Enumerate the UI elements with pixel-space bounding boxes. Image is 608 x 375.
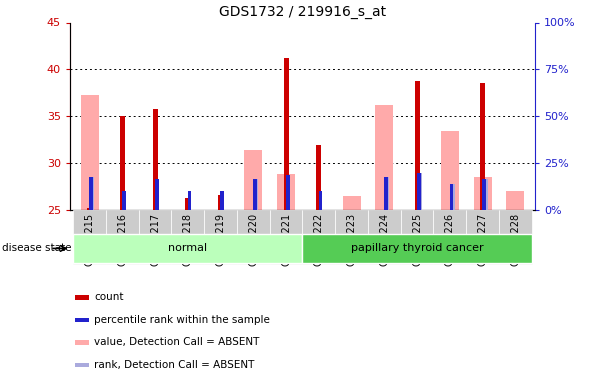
Bar	[237, 210, 270, 264]
Bar	[484, 179, 488, 210]
Text: rank, Detection Call = ABSENT: rank, Detection Call = ABSENT	[94, 360, 255, 370]
Text: GSM85227: GSM85227	[478, 213, 488, 266]
Text: GSM85216: GSM85216	[117, 213, 127, 266]
Text: GSM85228: GSM85228	[510, 213, 520, 266]
Text: GSM85222: GSM85222	[314, 213, 324, 266]
Text: disease state: disease state	[2, 243, 71, 254]
Bar	[220, 191, 224, 210]
Bar	[482, 179, 486, 210]
Bar	[386, 177, 389, 210]
Bar	[75, 295, 89, 300]
Bar	[155, 179, 159, 210]
Bar	[499, 210, 532, 264]
Bar	[401, 210, 434, 264]
Bar	[284, 58, 289, 210]
Bar	[153, 109, 157, 210]
Bar	[89, 177, 93, 210]
Bar	[506, 191, 524, 210]
Bar	[434, 210, 466, 264]
Bar	[277, 174, 295, 210]
Bar	[419, 172, 422, 210]
Text: count: count	[94, 292, 124, 303]
Bar	[335, 210, 368, 264]
Bar	[417, 172, 421, 210]
Text: normal: normal	[168, 243, 207, 254]
Text: GSM85221: GSM85221	[281, 213, 291, 266]
Bar	[73, 210, 106, 264]
Text: papillary thyroid cancer: papillary thyroid cancer	[351, 243, 483, 254]
Bar	[286, 176, 289, 210]
Text: GSM85217: GSM85217	[150, 213, 160, 266]
Text: GSM85225: GSM85225	[412, 213, 422, 266]
Bar	[73, 234, 302, 263]
Bar	[368, 210, 401, 264]
Bar	[106, 210, 139, 264]
Bar	[75, 340, 89, 345]
Bar	[375, 105, 393, 210]
Bar	[342, 196, 361, 210]
Bar	[75, 363, 89, 367]
Text: value, Detection Call = ABSENT: value, Detection Call = ABSENT	[94, 338, 260, 348]
Bar	[255, 179, 258, 210]
Text: GSM85223: GSM85223	[347, 213, 357, 266]
Bar	[171, 210, 204, 264]
Bar	[480, 84, 485, 210]
Bar	[302, 234, 532, 263]
Text: GSM85215: GSM85215	[85, 213, 95, 266]
Bar	[218, 195, 223, 210]
Text: GSM85218: GSM85218	[183, 213, 193, 266]
Bar	[91, 177, 94, 210]
Bar	[466, 210, 499, 264]
Bar	[75, 318, 89, 322]
Bar	[316, 146, 321, 210]
Bar	[449, 184, 454, 210]
Bar	[452, 184, 455, 210]
Text: GSM85219: GSM85219	[216, 213, 226, 266]
Bar	[122, 191, 126, 210]
Bar	[302, 210, 335, 264]
Title: GDS1732 / 219916_s_at: GDS1732 / 219916_s_at	[219, 5, 386, 19]
Text: GSM85224: GSM85224	[379, 213, 389, 266]
Bar	[187, 191, 192, 210]
Bar	[253, 179, 257, 210]
Text: percentile rank within the sample: percentile rank within the sample	[94, 315, 270, 325]
Text: GSM85220: GSM85220	[248, 213, 258, 266]
Bar	[319, 191, 322, 210]
Bar	[120, 116, 125, 210]
Bar	[474, 177, 492, 210]
Bar	[270, 210, 303, 264]
Bar	[81, 95, 98, 210]
Text: GSM85226: GSM85226	[445, 213, 455, 266]
Bar	[384, 177, 388, 210]
Bar	[139, 210, 171, 264]
Bar	[415, 81, 420, 210]
Bar	[185, 198, 190, 210]
Bar	[87, 208, 92, 210]
Bar	[244, 150, 263, 210]
Bar	[441, 131, 459, 210]
Bar	[204, 210, 237, 264]
